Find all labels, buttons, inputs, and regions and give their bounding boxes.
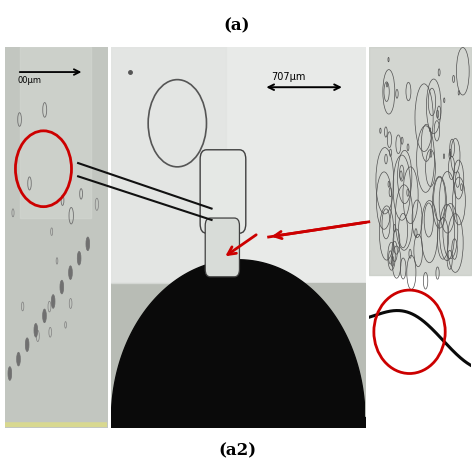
Circle shape xyxy=(43,309,46,323)
Circle shape xyxy=(8,367,12,380)
Text: (a): (a) xyxy=(224,18,250,35)
Text: 00μm: 00μm xyxy=(18,76,42,85)
Polygon shape xyxy=(111,260,365,419)
Circle shape xyxy=(60,280,64,294)
Circle shape xyxy=(34,323,37,337)
Text: (a2): (a2) xyxy=(218,443,256,460)
Circle shape xyxy=(17,352,20,366)
FancyBboxPatch shape xyxy=(205,218,239,277)
Text: 707μm: 707μm xyxy=(271,72,306,82)
Circle shape xyxy=(86,237,90,251)
FancyBboxPatch shape xyxy=(200,150,246,233)
Circle shape xyxy=(77,251,81,265)
Circle shape xyxy=(51,295,55,308)
Circle shape xyxy=(69,266,73,280)
Circle shape xyxy=(25,338,29,352)
